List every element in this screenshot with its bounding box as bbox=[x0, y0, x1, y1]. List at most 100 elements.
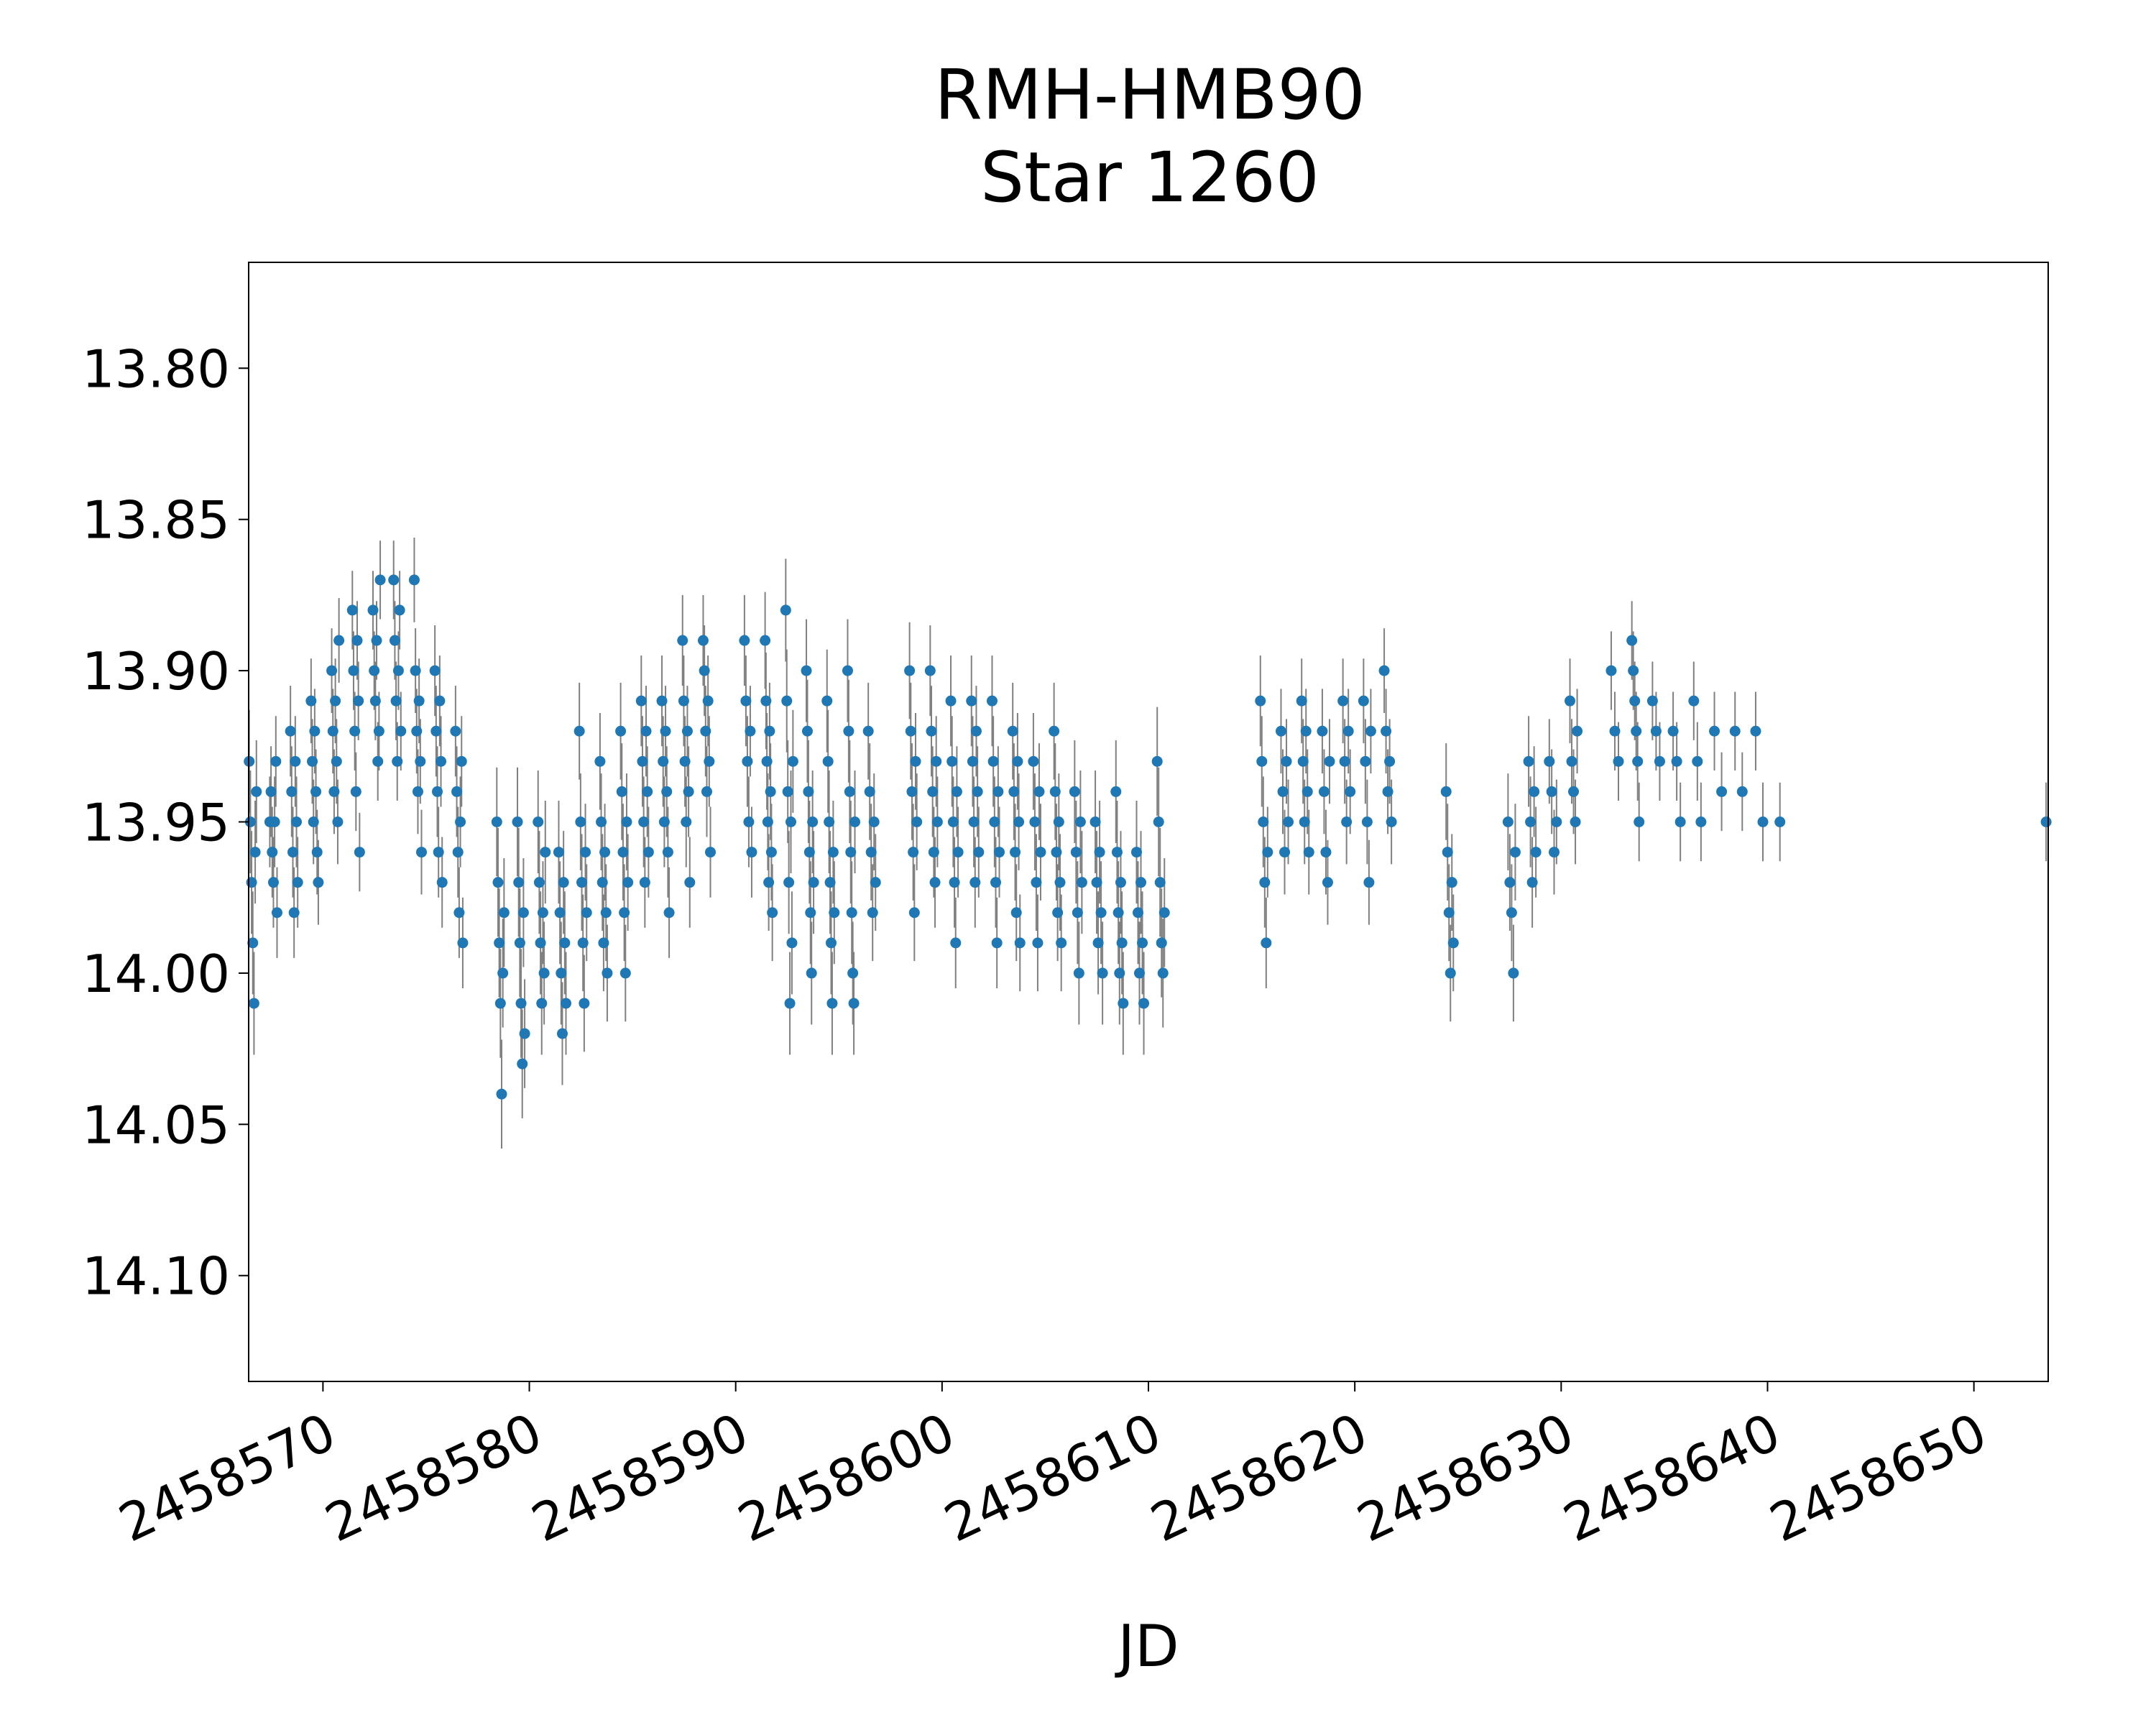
data-point bbox=[1318, 786, 1330, 797]
data-point bbox=[1112, 907, 1124, 919]
y-tick-label: 14.05 bbox=[82, 1095, 230, 1155]
data-point bbox=[1750, 725, 1761, 737]
data-point bbox=[615, 725, 627, 737]
data-point bbox=[1051, 847, 1062, 858]
x-tick-label: 2458600 bbox=[729, 1402, 964, 1554]
data-point bbox=[622, 877, 634, 888]
data-point bbox=[1114, 967, 1125, 979]
data-point bbox=[1757, 816, 1769, 827]
data-point bbox=[827, 847, 839, 858]
data-point bbox=[642, 847, 654, 858]
chart-title: RMH-HMB90 bbox=[934, 55, 1365, 135]
data-point bbox=[415, 847, 427, 858]
data-point bbox=[1320, 847, 1332, 858]
data-point bbox=[436, 755, 447, 767]
data-point bbox=[1526, 877, 1538, 888]
x-tick-label: 2458570 bbox=[110, 1402, 344, 1554]
data-point bbox=[1073, 967, 1084, 979]
data-point bbox=[1674, 816, 1686, 827]
data-point bbox=[308, 816, 319, 827]
data-point bbox=[842, 665, 853, 676]
data-point bbox=[540, 847, 551, 858]
data-point bbox=[1525, 816, 1537, 827]
data-point bbox=[1007, 725, 1018, 737]
data-point bbox=[1361, 816, 1373, 827]
data-point bbox=[1382, 786, 1393, 797]
data-point bbox=[844, 786, 855, 797]
data-point bbox=[581, 907, 592, 919]
data-point bbox=[992, 786, 1004, 797]
data-point bbox=[1049, 786, 1061, 797]
data-point bbox=[1358, 695, 1369, 707]
data-point bbox=[556, 967, 567, 979]
data-point bbox=[514, 937, 525, 949]
data-point bbox=[1029, 816, 1041, 827]
data-point bbox=[372, 755, 384, 767]
data-point bbox=[575, 816, 586, 827]
data-point bbox=[760, 695, 772, 707]
data-point bbox=[784, 998, 796, 1009]
data-point bbox=[910, 755, 921, 767]
data-point bbox=[326, 665, 338, 676]
data-point bbox=[512, 816, 523, 827]
data-point bbox=[1509, 847, 1521, 858]
data-point bbox=[1303, 847, 1314, 858]
data-point bbox=[573, 725, 585, 737]
data-point bbox=[1688, 695, 1700, 707]
data-point bbox=[762, 816, 773, 827]
data-point bbox=[269, 816, 280, 827]
data-point bbox=[498, 907, 510, 919]
data-point bbox=[1049, 725, 1060, 737]
data-point bbox=[367, 604, 379, 616]
data-point bbox=[1502, 816, 1514, 827]
data-point bbox=[1010, 847, 1021, 858]
data-point bbox=[577, 937, 589, 949]
data-point bbox=[1572, 725, 1583, 737]
data-point bbox=[307, 755, 318, 767]
data-point bbox=[740, 695, 752, 707]
data-point bbox=[369, 695, 381, 707]
data-point bbox=[906, 786, 918, 797]
data-point bbox=[1110, 786, 1122, 797]
data-point bbox=[311, 847, 323, 858]
data-point bbox=[1281, 755, 1292, 767]
data-point bbox=[328, 786, 340, 797]
data-point bbox=[450, 725, 461, 737]
x-tick-label: 2458620 bbox=[1142, 1402, 1376, 1554]
data-point bbox=[331, 755, 342, 767]
data-point bbox=[517, 1058, 528, 1070]
data-point bbox=[515, 998, 527, 1009]
data-point bbox=[986, 695, 998, 707]
data-point bbox=[1365, 725, 1376, 737]
data-point bbox=[537, 907, 548, 919]
data-point bbox=[640, 725, 652, 737]
data-point bbox=[658, 816, 670, 827]
data-point bbox=[970, 725, 982, 737]
data-point bbox=[742, 755, 753, 767]
data-point bbox=[305, 695, 317, 707]
data-point bbox=[808, 877, 819, 888]
data-point bbox=[287, 847, 298, 858]
data-point bbox=[760, 635, 771, 646]
data-point bbox=[1523, 755, 1534, 767]
data-point bbox=[599, 847, 611, 858]
x-tick-label: 2458650 bbox=[1761, 1402, 1995, 1554]
data-point bbox=[847, 967, 859, 979]
data-point bbox=[683, 786, 694, 797]
data-point bbox=[926, 725, 937, 737]
data-point bbox=[412, 786, 423, 797]
data-point bbox=[1156, 937, 1167, 949]
data-point bbox=[1299, 816, 1310, 827]
data-point bbox=[1261, 937, 1272, 949]
data-point bbox=[821, 695, 833, 707]
data-point bbox=[600, 907, 612, 919]
data-point bbox=[1324, 755, 1335, 767]
data-point bbox=[290, 755, 301, 767]
y-tick-label: 14.10 bbox=[82, 1246, 230, 1307]
data-point bbox=[1629, 695, 1641, 707]
data-point bbox=[905, 725, 916, 737]
data-point bbox=[1337, 695, 1349, 707]
data-point bbox=[1628, 665, 1639, 676]
x-tick-label: 2458630 bbox=[1348, 1402, 1583, 1554]
